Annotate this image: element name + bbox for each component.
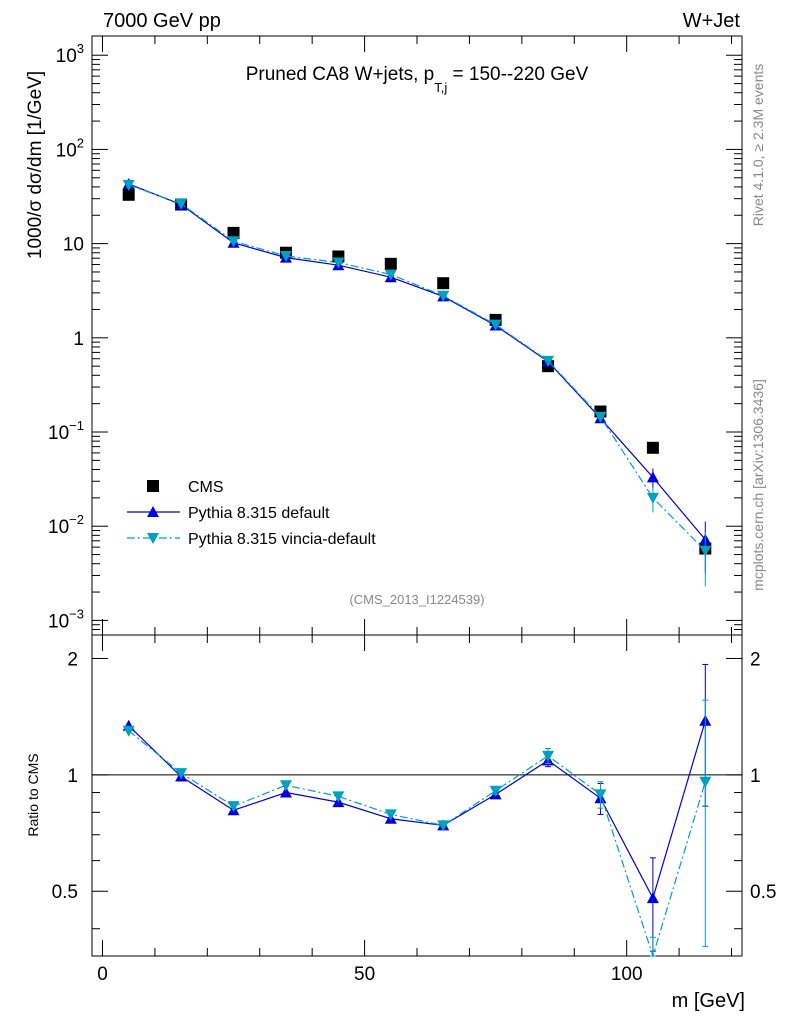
ratio-point-1 (279, 786, 292, 798)
ratio-point-2 (542, 750, 555, 762)
legend-cms-marker (147, 480, 159, 492)
series-line-2 (128, 184, 706, 552)
legend-vincia-marker (147, 533, 159, 544)
title-sub: T,j (434, 80, 447, 95)
x-axis-label: m [GeV] (672, 990, 745, 1012)
ratio-line-1 (128, 720, 706, 900)
y-tick-base: 10 (56, 46, 77, 67)
ratio-tick-label-right: 1 (750, 766, 761, 787)
ratio-point-2 (332, 791, 345, 803)
ratio-y-axis-label: Ratio to CMS (25, 753, 41, 836)
y-tick-base: 10 (63, 235, 84, 256)
y-tick-label: 103 (56, 41, 84, 67)
y-tick-base: 10 (48, 517, 69, 538)
y-tick-label: 1 (73, 329, 84, 350)
ratio-point-2 (489, 785, 502, 797)
ratio-point-2 (594, 789, 607, 801)
title-main: Pruned CA8 W+jets, p (246, 64, 435, 85)
y-tick-label: 102 (56, 135, 84, 161)
plot-title: Pruned CA8 W+jets, pT,j = 150--220 GeV (246, 64, 589, 95)
x-tick-label: 50 (354, 964, 375, 985)
series-point-2 (384, 269, 397, 281)
series-point-2 (542, 355, 555, 367)
series-point-2 (646, 492, 659, 504)
ratio-tick-label: 1 (67, 766, 78, 787)
ratio-tick-label: 2 (67, 649, 78, 670)
y-tick-exponent: −1 (69, 418, 84, 433)
x-tick-label: 0 (97, 964, 108, 985)
series-point-1 (646, 471, 659, 483)
y-tick-exponent: −3 (69, 606, 84, 621)
cms-point (384, 257, 397, 270)
title-tail: = 150--220 GeV (447, 64, 588, 85)
ratio-point-2 (279, 780, 292, 792)
y-tick-label: 10−1 (48, 418, 84, 444)
ratio-point-2 (227, 801, 240, 813)
series-point-2 (175, 198, 188, 210)
ratio-tick-label: 0.5 (52, 882, 78, 903)
cms-point (227, 226, 240, 239)
ratio-tick-label-right: 0.5 (750, 882, 776, 903)
series-point-2 (699, 545, 712, 557)
y-tick-base: 10 (48, 423, 69, 444)
y-tick-base: 10 (56, 140, 77, 161)
header-left: 7000 GeV pp (103, 10, 221, 32)
cms-point (437, 277, 450, 290)
legend-default-marker (147, 506, 159, 517)
x-tick-label: 100 (611, 964, 643, 985)
series-point-2 (332, 257, 345, 269)
y-tick-label: 10−3 (48, 606, 84, 632)
ratio-point-2 (384, 809, 397, 821)
cms-point (646, 441, 659, 454)
ratio-plot-frame (91, 634, 743, 957)
ratio-point-2 (699, 776, 712, 788)
series-point-2 (594, 411, 607, 423)
y-tick-base: 1 (73, 329, 84, 350)
series-point-2 (437, 290, 450, 302)
series-line-1 (128, 183, 706, 541)
ratio-point-1 (646, 892, 659, 904)
ratio-point-2 (175, 768, 188, 780)
legend-default-label: Pythia 8.315 default (188, 505, 330, 522)
ratio-y-ticks: 2 2 1 1 0.5 0.5 (52, 649, 776, 930)
series-point-2 (489, 319, 502, 331)
rivet-label: Rivet 4.1.0, ≥ 2.3M events (750, 64, 766, 227)
ratio-point-2 (437, 820, 450, 832)
series-point-2 (227, 236, 240, 248)
series-point-2 (279, 250, 292, 262)
y-tick-exponent: −2 (69, 512, 84, 527)
header-right: W+Jet (683, 10, 741, 32)
mcplots-label: mcplots.cern.ch [arXiv:1306.3436] (750, 379, 766, 591)
legend-vincia-label: Pythia 8.315 vincia-default (188, 531, 376, 548)
ratio-line-2 (128, 730, 706, 959)
series-point-2 (122, 179, 135, 191)
legend-cms-label: CMS (188, 479, 224, 496)
y-tick-exponent: 2 (77, 135, 84, 150)
ratio-point-2 (122, 725, 135, 737)
ratio-tick-label-right: 2 (750, 649, 761, 670)
y-tick-label: 10 (63, 235, 84, 256)
y-tick-base: 10 (48, 611, 69, 632)
series-layer (122, 177, 712, 959)
legend: CMS Pythia 8.315 default Pythia 8.315 vi… (127, 479, 376, 548)
y-tick-exponent: 3 (77, 41, 84, 56)
analysis-id: (CMS_2013_I1224539) (349, 592, 484, 607)
y-tick-label: 10−2 (48, 512, 84, 538)
y-axis-label: 1000/σ dσ/dm [1/GeV] (25, 71, 46, 259)
cms-point (122, 188, 135, 201)
x-ticks: 0 50 100 (97, 36, 733, 985)
